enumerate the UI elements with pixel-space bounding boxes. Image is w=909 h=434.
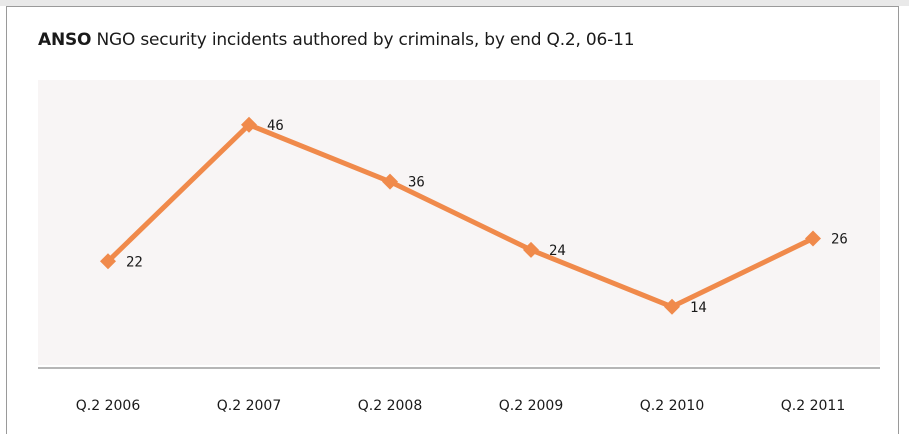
data-point-marker [664,298,680,315]
data-point-marker [523,241,539,258]
x-tick-label: Q.2 2009 [499,398,563,414]
data-point-marker [805,230,821,247]
series-markers [100,116,821,315]
data-label: 14 [690,300,707,316]
data-label: 46 [267,118,284,134]
data-label: 36 [408,175,425,191]
chart-title-text: NGO security incidents authored by crimi… [91,30,635,50]
x-tick-label: Q.2 2007 [217,398,281,414]
data-point-marker [100,253,116,270]
plot-area [38,80,880,365]
series-line [105,122,816,310]
x-tick-label: Q.2 2008 [358,398,422,414]
chart-title: ANSO NGO security incidents authored by … [38,30,635,50]
x-tick-label: Q.2 2011 [781,398,845,414]
data-labels: 22 46 36 24 14 26 [126,118,848,316]
data-label: 24 [549,243,566,259]
chart-title-brand: ANSO [38,30,92,50]
x-tick-label: Q.2 2006 [76,398,141,414]
x-axis-tick-labels: Q.2 2006 Q.2 2007 Q.2 2008 Q.2 2009 Q.2 2010… [76,398,845,414]
x-tick-label: Q.2 2010 [640,398,704,414]
data-point-marker [382,173,398,190]
top-band [0,0,909,6]
data-label: 26 [831,232,848,248]
data-point-marker [241,116,257,133]
data-label: 22 [126,254,143,270]
